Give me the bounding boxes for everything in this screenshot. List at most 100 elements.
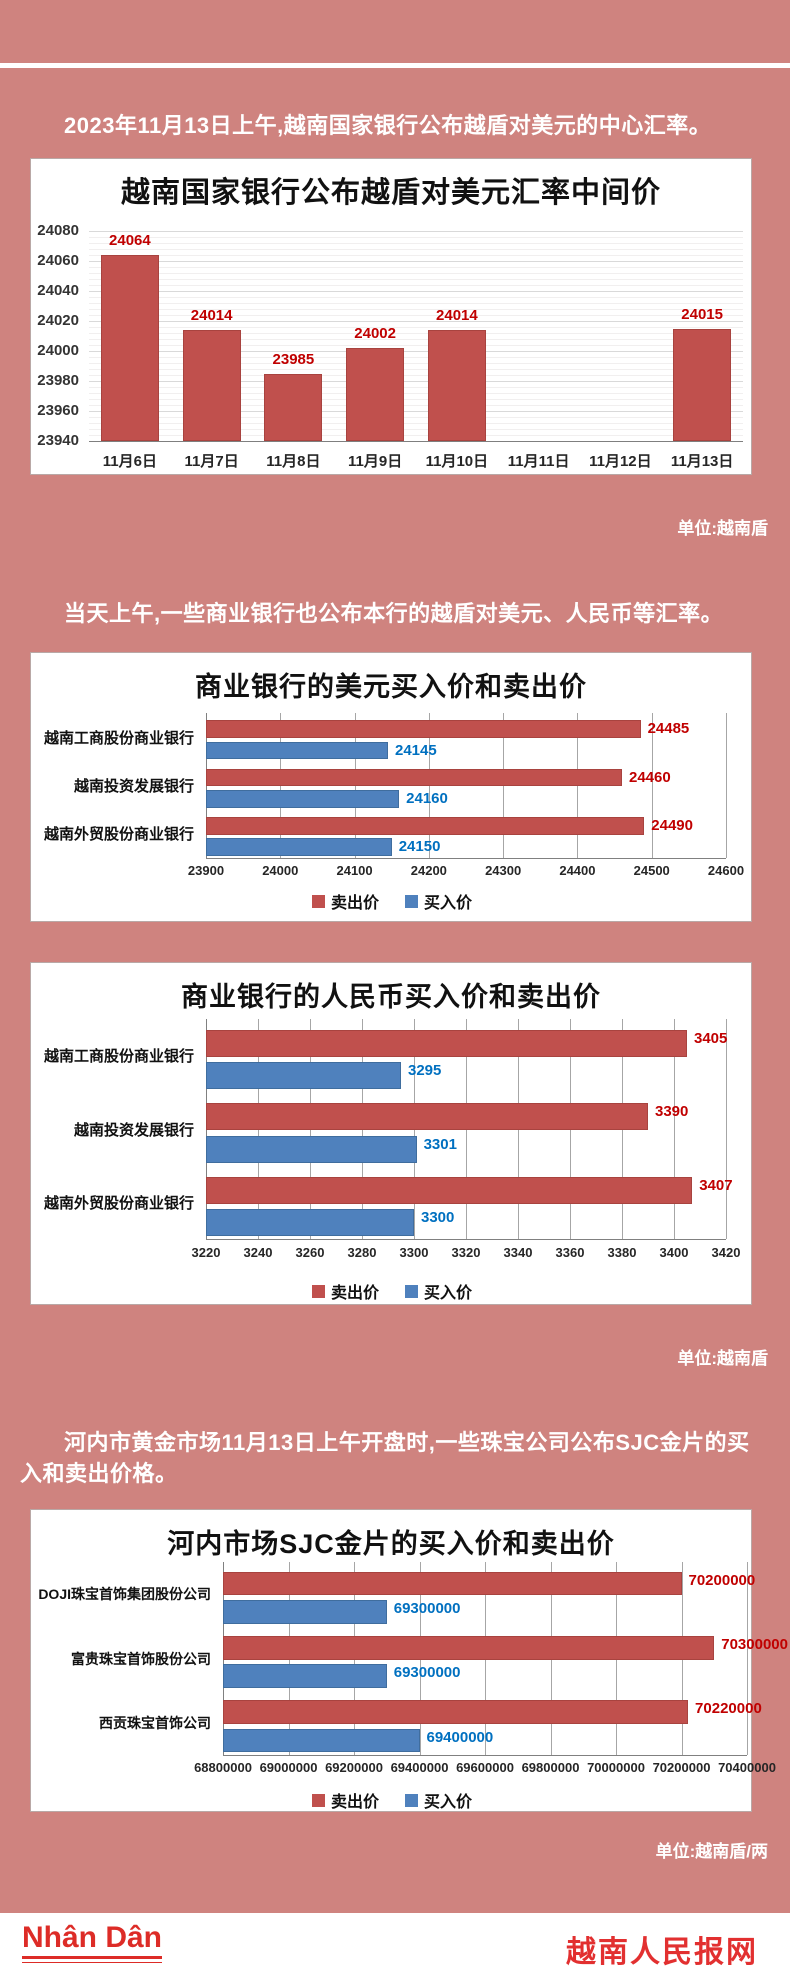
top-divider-line [0, 63, 790, 68]
legend: 卖出价 买入价 [31, 889, 753, 913]
legend-label: 买入价 [424, 895, 473, 912]
x-axis-category-label: 11月12日 [589, 453, 652, 470]
category-label: 越南投资发展银行 [73, 778, 194, 795]
x-axis-tick-label: 69800000 [521, 1760, 580, 1775]
bar-value-label: 24014 [436, 307, 478, 324]
grid-line [747, 1562, 748, 1755]
bar [673, 328, 732, 441]
minor-grid-line [89, 405, 743, 406]
legend-label: 卖出价 [330, 1794, 379, 1811]
bar-value-label: 3405 [694, 1030, 728, 1047]
chart-title: 商业银行的美元买入价和卖出价 [195, 672, 587, 702]
bar [206, 1062, 401, 1090]
minor-grid-line [89, 387, 743, 388]
bar-value-label: 24015 [681, 305, 723, 323]
category-label: 富贵珠宝首饰股份公司 [71, 1650, 211, 1667]
minor-grid-line [89, 429, 743, 430]
legend-label: 买入价 [424, 1285, 473, 1302]
legend-item: 买入价 [405, 889, 472, 913]
chart-title: 越南国家银行公布越盾对美元汇率中间价 [120, 177, 661, 209]
legend-swatch [311, 1793, 325, 1807]
x-axis-tick-label: 24400 [559, 863, 596, 878]
y-axis-tick-label: 24000 [37, 342, 79, 359]
unit-label-vnd-2: 单位:越南盾 [677, 1349, 768, 1368]
category-label: 越南工商股份商业银行 [43, 729, 194, 747]
intro-paragraph-gold-market: 河内市黄金市场11月13日上午开盘时,一些珠宝公司公布SJC金片的买入和卖出价格… [20, 1430, 750, 1486]
chart-title: 商业银行的人民币买入价和卖出价 [181, 982, 601, 1012]
bar [206, 1030, 687, 1058]
usd-buy-sell-chart: 商业银行的美元买入价和卖出价 23900 24000 24100 24200 24300… [30, 652, 752, 922]
bar [223, 1728, 420, 1753]
x-axis-tick-label: 69600000 [456, 1760, 514, 1775]
bar-value-label: 3300 [421, 1208, 455, 1226]
bar-value-label: 3301 [423, 1135, 457, 1153]
bar-value-label: 69300000 [393, 1664, 461, 1682]
minor-grid-line [89, 297, 743, 298]
gold-price-chart: 河内市场SJC金片的买入价和卖出价 68800000 69000000 692000… [30, 1509, 788, 1812]
x-axis-tick-label: 3360 [555, 1245, 585, 1260]
grid-line [89, 231, 743, 232]
bar [206, 1176, 693, 1204]
minor-grid-line [89, 339, 743, 340]
x-axis-category-label: 11月10日 [425, 453, 489, 470]
bar-value-label: 24014 [190, 307, 233, 324]
bar-value-label: 69400000 [426, 1728, 494, 1746]
grid-line [674, 1019, 675, 1239]
x-axis-line [206, 858, 726, 859]
footer-bar: Nhân Dân 越南人民报网 [0, 1913, 790, 1975]
grid-line [651, 713, 653, 858]
x-axis-tick-label: 24500 [633, 863, 670, 878]
grid-line [726, 713, 727, 858]
bar-value-label: 24460 [629, 768, 671, 786]
minor-grid-line [89, 435, 743, 436]
bar [206, 720, 641, 739]
legend-swatch [311, 894, 325, 908]
x-axis-category-label: 11月6日 [102, 453, 157, 470]
bar [223, 1599, 387, 1624]
bar [206, 768, 622, 787]
bar-value-label: 24160 [406, 789, 448, 807]
minor-grid-line [89, 285, 743, 286]
grid-line [89, 381, 743, 382]
y-axis-tick-label: 23980 [37, 372, 79, 389]
minor-grid-line [89, 363, 743, 364]
x-axis-tick-label: 24200 [410, 863, 447, 878]
bar [206, 1103, 648, 1131]
bar-value-label: 24145 [395, 741, 437, 759]
central-rate-chart: 越南国家银行公布越盾对美元汇率中间价 23940 23960 23980 24000 2… [30, 158, 752, 475]
x-axis-tick-label: 3320 [451, 1245, 481, 1260]
legend-item: 卖出价 [311, 1788, 379, 1812]
y-axis-tick-label: 24020 [37, 312, 79, 329]
legend-swatch [311, 1284, 325, 1298]
x-axis-tick-label: 3340 [503, 1245, 533, 1260]
minor-grid-line [89, 309, 743, 310]
bar [100, 255, 159, 441]
minor-grid-line [89, 375, 743, 376]
bar [206, 741, 388, 760]
minor-grid-line [89, 267, 743, 268]
bar [264, 373, 323, 441]
bar-value-label: 3390 [655, 1103, 689, 1121]
minor-grid-line [89, 423, 743, 424]
category-label: 西贡珠宝首饰公司 [99, 1714, 211, 1731]
intro-paragraph-commercial-banks: 当天上午,一些商业银行也公布本行的越盾对美元、人民币等汇率。 [64, 601, 724, 626]
bar [223, 1635, 715, 1660]
bar [206, 789, 400, 808]
bar-value-label: 69300000 [393, 1599, 461, 1617]
bar [223, 1700, 689, 1725]
minor-grid-line [89, 237, 743, 238]
minor-grid-line [89, 255, 743, 256]
minor-grid-line [89, 357, 743, 358]
x-axis-tick-label: 70400000 [718, 1760, 776, 1775]
grid-line [89, 321, 743, 322]
x-axis-tick-label: 3220 [191, 1245, 221, 1260]
x-axis-category-label: 11月9日 [348, 453, 403, 470]
category-label: 越南外贸股份商业银行 [43, 826, 194, 844]
x-axis-tick-label: 3240 [243, 1245, 273, 1260]
bar-value-label: 70200000 [688, 1571, 756, 1589]
x-axis-tick-label: 3420 [711, 1245, 741, 1260]
x-axis-category-label: 11月13日 [670, 453, 734, 470]
x-axis-category-label: 11月8日 [266, 453, 321, 470]
chart-title: 河内市场SJC金片的买入价和卖出价 [167, 1529, 615, 1559]
x-axis-line [89, 441, 743, 442]
